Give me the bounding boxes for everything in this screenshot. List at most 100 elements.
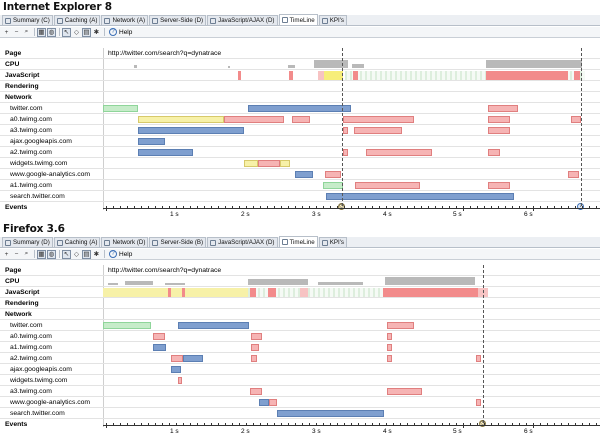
network-request-bar[interactable] [476,399,481,406]
network-request-bar[interactable] [138,149,193,156]
tab-server-side[interactable]: Server-Side (B) [149,237,207,247]
network-request-bar[interactable] [366,149,432,156]
network-request-bar[interactable] [224,116,284,123]
pointer-icon[interactable]: ↖ [62,249,71,259]
network-resource-row[interactable]: a1.twimg.com [0,180,600,191]
network-request-bar[interactable] [488,127,510,134]
network-request-bar[interactable] [250,388,262,395]
filter-icon[interactable]: ▤ [82,249,91,259]
network-request-bar[interactable] [171,355,183,362]
network-request-bar[interactable] [153,344,166,351]
network-request-bar[interactable] [103,322,151,329]
network-request-bar[interactable] [387,355,392,362]
network-request-bar[interactable] [178,322,249,329]
tab-timeline[interactable]: TimeLine [278,14,318,25]
network-request-bar[interactable] [292,116,310,123]
network-request-bar[interactable] [251,333,262,340]
network-resource-row[interactable]: a2.twimg.com [0,147,600,158]
filter-icon[interactable]: ▤ [82,27,91,37]
network-request-bar[interactable] [323,182,343,189]
tab-caching[interactable]: Caching (A) [53,15,101,25]
network-request-bar[interactable] [103,105,138,112]
network-resource-row[interactable]: a2.twimg.com [0,353,600,364]
grid-view-icon[interactable]: ▦ [37,249,46,259]
lightbulb-icon[interactable]: ✱ [93,29,100,36]
help-button[interactable]: ? Help [109,250,132,258]
event-marker-icon[interactable]: ◷ [479,420,486,427]
network-request-bar[interactable] [387,333,392,340]
network-request-bar[interactable] [153,333,165,340]
network-resource-row[interactable]: ajax.googleapis.com [0,136,600,147]
network-request-bar[interactable] [488,116,510,123]
network-resource-row[interactable]: a0.twimg.com [0,331,600,342]
network-request-bar[interactable] [171,366,181,373]
network-resource-row[interactable]: a0.twimg.com [0,114,600,125]
network-request-bar[interactable] [259,399,269,406]
network-request-bar[interactable] [387,344,392,351]
network-resource-row[interactable]: a3.twimg.com [0,386,600,397]
network-request-bar[interactable] [343,149,348,156]
network-request-bar[interactable] [387,322,414,329]
network-request-bar[interactable] [251,355,257,362]
network-resource-row[interactable]: www.google-analytics.com [0,397,600,408]
network-request-bar[interactable] [258,160,280,167]
network-resource-row[interactable]: a1.twimg.com [0,342,600,353]
network-resource-row[interactable]: www.google-analytics.com [0,169,600,180]
globe-icon[interactable]: ◍ [47,27,56,37]
network-request-bar[interactable] [343,116,414,123]
network-resource-row[interactable]: ajax.googleapis.com [0,364,600,375]
network-resource-row[interactable]: widgets.twimg.com [0,375,600,386]
tab-network[interactable]: Network (D) [101,237,149,247]
network-request-bar[interactable] [138,116,224,123]
pointer-icon[interactable]: ↖ [62,27,71,37]
zoom-fit-icon[interactable]: ⌕ [24,28,29,35]
network-request-bar[interactable] [476,355,481,362]
onload-event-icon[interactable]: ↓ [577,203,584,210]
zoom-out-icon[interactable]: − [14,250,19,258]
tab-javascript-ajax[interactable]: JavaScript/AJAX (D) [207,15,278,25]
tag-icon[interactable]: ◇ [74,251,79,258]
tab-summary[interactable]: Summary (D) [2,237,53,247]
globe-icon[interactable]: ◍ [47,249,56,259]
tab-kpis[interactable]: KPI's [318,237,347,247]
network-request-bar[interactable] [354,127,402,134]
network-request-bar[interactable] [183,355,203,362]
network-request-bar[interactable] [488,182,510,189]
network-resource-row[interactable]: search.twitter.com [0,408,600,419]
tab-summary[interactable]: Summary (C) [2,15,53,25]
tab-server-side[interactable]: Server-Side (D) [149,15,207,25]
tab-javascript-ajax[interactable]: JavaScript/AJAX (D) [207,237,278,247]
network-request-bar[interactable] [178,377,182,384]
network-request-bar[interactable] [138,138,165,145]
zoom-fit-icon[interactable]: ⌕ [24,250,29,257]
network-resource-row[interactable]: twitter.com [0,103,600,114]
network-request-bar[interactable] [277,410,384,417]
network-request-bar[interactable] [325,171,341,178]
network-request-bar[interactable] [355,182,420,189]
zoom-out-icon[interactable]: − [14,28,19,36]
lightbulb-icon[interactable]: ✱ [93,251,100,258]
network-request-bar[interactable] [280,160,290,167]
network-request-bar[interactable] [571,116,581,123]
tab-kpis[interactable]: KPI's [318,15,347,25]
network-request-bar[interactable] [326,193,514,200]
network-request-bar[interactable] [488,105,518,112]
network-request-bar[interactable] [295,171,313,178]
network-request-bar[interactable] [138,127,244,134]
tab-timeline[interactable]: TimeLine [278,236,318,247]
network-resource-row[interactable]: a3.twimg.com [0,125,600,136]
network-request-bar[interactable] [251,344,259,351]
tab-network[interactable]: Network (A) [101,15,149,25]
help-button[interactable]: ? Help [109,28,132,36]
zoom-in-icon[interactable]: + [4,250,9,258]
network-request-bar[interactable] [343,127,348,134]
network-resource-row[interactable]: widgets.twimg.com [0,158,600,169]
tag-icon[interactable]: ◇ [74,29,79,36]
network-request-bar[interactable] [244,160,258,167]
zoom-in-icon[interactable]: + [4,28,9,36]
network-request-bar[interactable] [568,171,579,178]
network-request-bar[interactable] [387,388,422,395]
network-request-bar[interactable] [488,149,500,156]
network-resource-row[interactable]: twitter.com [0,320,600,331]
network-request-bar[interactable] [248,105,351,112]
